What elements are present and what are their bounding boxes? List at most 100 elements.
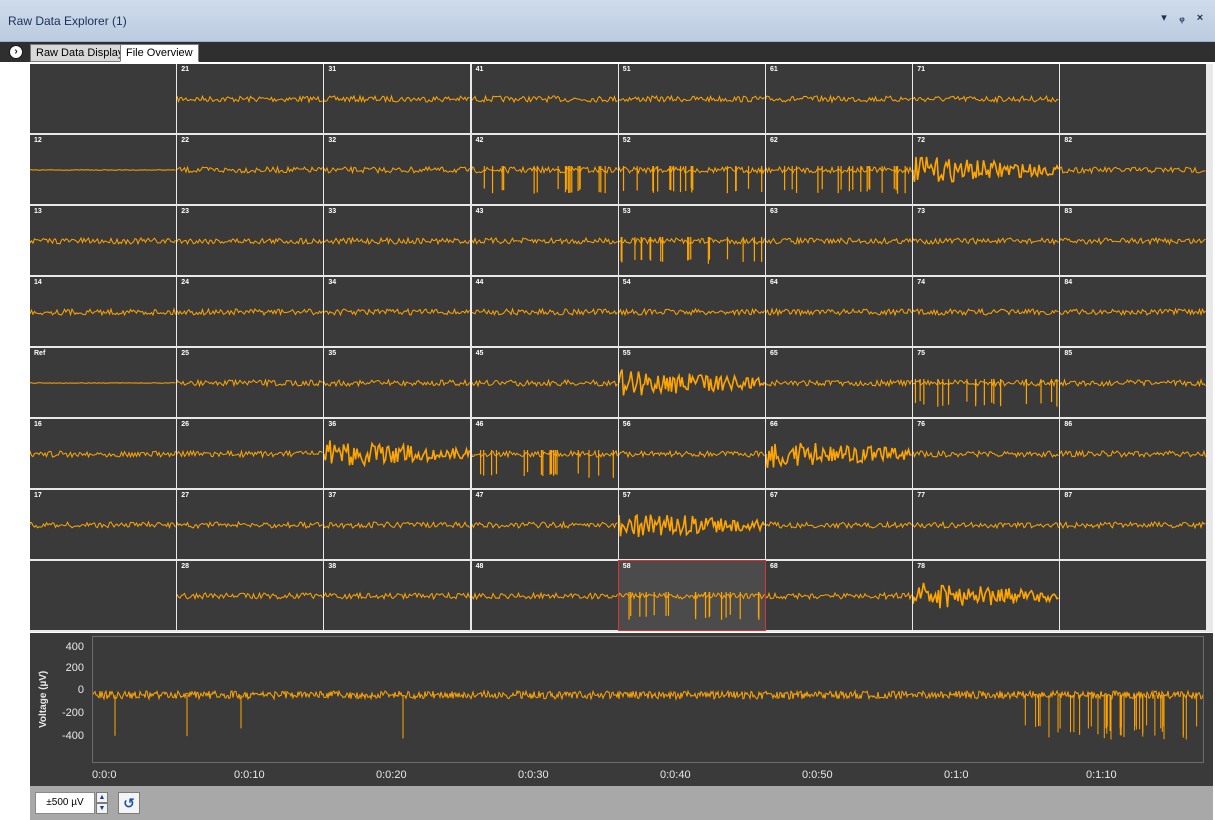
electrode-cell-42[interactable]: 42 xyxy=(471,135,618,204)
x-tick-label: 0:1:10 xyxy=(1086,769,1117,781)
electrode-cell-22[interactable]: 22 xyxy=(177,135,324,204)
tab-file-overview[interactable]: File Overview xyxy=(120,44,199,62)
x-tick-label: 0:0:0 xyxy=(92,769,117,781)
trace-line xyxy=(471,591,618,601)
electrode-cell-25[interactable]: 25 xyxy=(177,348,324,417)
electrode-trace xyxy=(618,307,765,317)
undo-icon[interactable]: ↺ xyxy=(118,792,140,814)
electrode-cell-52[interactable]: 52 xyxy=(618,135,765,204)
expand-toggle-icon[interactable]: › xyxy=(9,45,23,59)
electrode-cell-74[interactable]: 74 xyxy=(913,277,1060,346)
electrode-cell-38[interactable]: 38 xyxy=(324,561,471,630)
electrode-cell-73[interactable]: 73 xyxy=(913,206,1060,275)
electrode-label: 31 xyxy=(328,66,337,73)
electrode-cell-77[interactable]: 77 xyxy=(913,490,1060,559)
detail-plot: Voltage (µV) 400 200 0 -200 -400 0:0:0 0:0:10… xyxy=(30,633,1213,786)
electrode-cell-24[interactable]: 24 xyxy=(177,277,324,346)
electrode-cell-65[interactable]: 65 xyxy=(766,348,912,417)
electrode-label: 35 xyxy=(328,350,337,357)
trace-line xyxy=(913,94,1059,104)
electrode-cell-33[interactable]: 33 xyxy=(324,206,471,275)
electrode-cell-51[interactable]: 51 xyxy=(618,64,765,133)
electrode-cell-76[interactable]: 76 xyxy=(913,419,1060,488)
electrode-cell-54[interactable]: 54 xyxy=(618,277,765,346)
electrode-cell-56[interactable]: 56 xyxy=(618,419,765,488)
electrode-cell-43[interactable]: 43 xyxy=(471,206,618,275)
trace-line xyxy=(913,449,1060,459)
electrode-cell-72[interactable]: 72 xyxy=(913,135,1060,204)
electrode-cell-45[interactable]: 45 xyxy=(471,348,618,417)
electrode-trace xyxy=(471,449,618,478)
electrode-cell-75[interactable]: 75 xyxy=(913,348,1060,417)
scale-input[interactable]: ±500 µV xyxy=(35,792,95,814)
electrode-cell-63[interactable]: 63 xyxy=(766,206,912,275)
electrode-cell-32[interactable]: 32 xyxy=(324,135,471,204)
electrode-cell-13[interactable]: 13 xyxy=(30,206,176,275)
spin-up-icon[interactable]: ▲ xyxy=(96,792,108,803)
electrode-cell-17[interactable]: 17 xyxy=(30,490,176,559)
trace-line xyxy=(766,520,912,530)
electrode-cell-ref[interactable]: Ref xyxy=(30,348,176,417)
electrode-cell-37[interactable]: 37 xyxy=(324,490,471,559)
electrode-cell-34[interactable]: 34 xyxy=(324,277,471,346)
electrode-label: 16 xyxy=(34,421,42,428)
plot-area[interactable] xyxy=(92,636,1204,763)
y-tick-label: 400 xyxy=(65,641,84,653)
electrode-cell-27[interactable]: 27 xyxy=(177,490,324,559)
electrode-label: 13 xyxy=(34,208,42,215)
dropdown-icon[interactable]: ▾ xyxy=(1161,12,1167,24)
electrode-cell-67[interactable]: 67 xyxy=(766,490,912,559)
electrode-cell-57[interactable]: 57 xyxy=(618,490,765,559)
electrode-cell-26[interactable]: 26 xyxy=(177,419,324,488)
electrode-cell-66[interactable]: 66 xyxy=(766,419,912,488)
electrode-cell-61[interactable]: 61 xyxy=(766,64,912,133)
electrode-trace xyxy=(324,591,471,601)
electrode-cell-55[interactable]: 55 xyxy=(618,348,765,417)
electrode-cell-35[interactable]: 35 xyxy=(324,348,471,417)
electrode-cell-87[interactable]: 87 xyxy=(1060,490,1207,559)
trace-line xyxy=(177,307,324,317)
electrode-label: 26 xyxy=(181,421,189,428)
electrode-cell-71[interactable]: 71 xyxy=(913,64,1060,133)
electrode-label: 83 xyxy=(1064,208,1073,215)
close-icon[interactable]: × xyxy=(1196,12,1204,24)
electrode-cell-53[interactable]: 53 xyxy=(618,206,765,275)
electrode-cell-86[interactable]: 86 xyxy=(1060,419,1207,488)
electrode-cell-46[interactable]: 46 xyxy=(471,419,618,488)
electrode-cell-44[interactable]: 44 xyxy=(471,277,618,346)
trace-line xyxy=(766,442,912,468)
electrode-label: 61 xyxy=(770,66,778,73)
electrode-cell-14[interactable]: 14 xyxy=(30,277,176,346)
electrode-cell-41[interactable]: 41 xyxy=(471,64,618,133)
spin-down-icon[interactable]: ▼ xyxy=(96,803,108,814)
electrode-cell-12[interactable]: 12 xyxy=(30,135,176,204)
scale-spinner[interactable]: ▲ ▼ xyxy=(96,792,108,814)
trace-line xyxy=(30,236,176,246)
electrode-cell-85[interactable]: 85 xyxy=(1060,348,1207,417)
electrode-trace xyxy=(324,165,471,175)
electrode-cell-31[interactable]: 31 xyxy=(324,64,471,133)
electrode-cell-68[interactable]: 68 xyxy=(766,561,912,630)
electrode-cell-16[interactable]: 16 xyxy=(30,419,176,488)
electrode-label: 64 xyxy=(770,279,778,286)
trace-line xyxy=(324,440,471,468)
electrode-cell-36[interactable]: 36 xyxy=(324,419,471,488)
electrode-cell-62[interactable]: 62 xyxy=(766,135,912,204)
pin-icon[interactable]: ᵩ xyxy=(1179,12,1185,24)
electrode-cell-82[interactable]: 82 xyxy=(1060,135,1207,204)
electrode-cell-83[interactable]: 83 xyxy=(1060,206,1207,275)
electrode-cell-78[interactable]: 78 xyxy=(913,561,1060,630)
electrode-cell-47[interactable]: 47 xyxy=(471,490,618,559)
electrode-cell-28[interactable]: 28 xyxy=(177,561,324,630)
electrode-cell-21[interactable]: 21 xyxy=(177,64,324,133)
electrode-cell-58[interactable]: 58 xyxy=(617,560,766,631)
electrode-cell-48[interactable]: 48 xyxy=(471,561,618,630)
electrode-grid: 21 31 41 51 61 71 12 22 32 42 52 62 72 82 13 23 33 43 53 63… xyxy=(30,64,1213,632)
electrode-cell-23[interactable]: 23 xyxy=(177,206,324,275)
electrode-trace xyxy=(471,94,618,104)
x-tick-label: 0:0:30 xyxy=(518,769,549,781)
tab-raw-data-display[interactable]: Raw Data Display xyxy=(30,44,130,62)
trace-line xyxy=(177,237,324,246)
electrode-cell-84[interactable]: 84 xyxy=(1060,277,1207,346)
electrode-cell-64[interactable]: 64 xyxy=(766,277,912,346)
